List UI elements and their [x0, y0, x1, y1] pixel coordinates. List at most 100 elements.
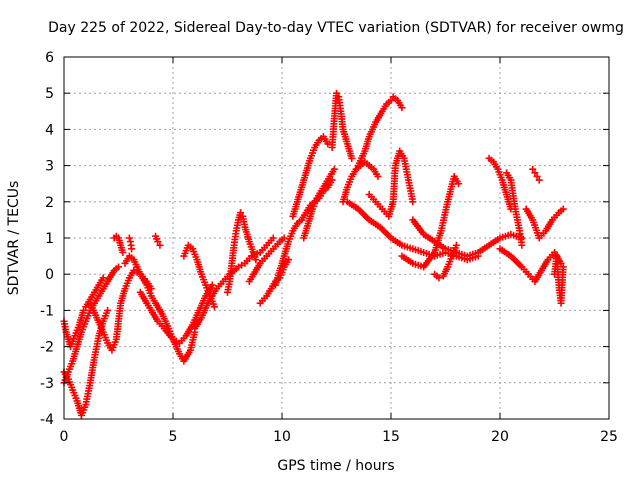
- data-point-run: [282, 258, 291, 269]
- y-tick-label: 2: [45, 195, 54, 211]
- data-point-run: [105, 269, 117, 283]
- data-point-run: [83, 298, 93, 308]
- y-tick-label: 5: [45, 86, 54, 102]
- data-point-run: [221, 273, 231, 283]
- data-point-run: [344, 175, 355, 189]
- data-point-run: [299, 211, 309, 221]
- data-point-run: [196, 294, 209, 312]
- data-point-run: [356, 207, 371, 222]
- data-point-run: [271, 240, 282, 250]
- data-point: [210, 303, 218, 311]
- series-trace-ac: [529, 165, 543, 184]
- data-point-run: [265, 236, 275, 247]
- data-point-run: [94, 316, 106, 334]
- data-point-run: [495, 168, 505, 181]
- data-point-run: [389, 235, 404, 248]
- data-point-run: [349, 168, 359, 178]
- data-point: [529, 165, 537, 173]
- data-marks: [60, 89, 567, 419]
- data-point-run: [190, 309, 202, 326]
- data-point-run: [323, 175, 333, 185]
- data-point: [387, 96, 395, 104]
- data-point-run: [310, 197, 320, 210]
- data-point-run: [144, 284, 154, 297]
- data-point: [115, 263, 122, 271]
- data-point-run: [476, 243, 491, 255]
- data-point: [285, 256, 293, 264]
- data-point-run: [61, 371, 71, 384]
- data-point-run: [159, 312, 172, 330]
- data-point-run: [79, 403, 89, 417]
- data-point-run: [243, 255, 253, 265]
- data-point-run: [115, 236, 124, 247]
- data-point: [119, 248, 127, 256]
- series-trace-d: [86, 267, 155, 354]
- data-point-run: [312, 139, 322, 149]
- data-point-run: [215, 280, 225, 290]
- chart-title: Day 225 of 2022, Sidereal Day-to-day VTE…: [48, 20, 624, 36]
- data-point-run: [92, 294, 101, 305]
- data-point-run: [138, 290, 150, 305]
- data-point-run: [247, 273, 256, 283]
- series-trace-ad: [522, 205, 567, 242]
- data-point-run: [520, 265, 530, 276]
- series-trace-p: [289, 133, 332, 220]
- data-point-run: [401, 242, 414, 252]
- data-point-run: [72, 324, 82, 337]
- y-tick-label: 3: [45, 159, 54, 175]
- data-point-run: [265, 247, 275, 258]
- data-point-run: [498, 246, 513, 259]
- series-trace-g: [125, 234, 136, 253]
- x-tick-label: 10: [273, 429, 291, 445]
- data-point: [80, 306, 88, 314]
- data-point-run: [395, 99, 404, 109]
- data-point-run: [178, 334, 188, 345]
- series-trace-aa: [503, 169, 526, 249]
- data-point: [452, 241, 460, 249]
- data-point-run: [546, 251, 556, 261]
- series-trace-q: [300, 165, 338, 242]
- y-axis-label: SDTVAR / TECUs: [6, 181, 22, 296]
- data-point: [518, 241, 526, 249]
- data-point-run: [205, 287, 219, 305]
- data-point-run: [246, 240, 259, 261]
- series-trace-z: [485, 154, 515, 213]
- data-point-run: [397, 150, 407, 160]
- series-trace-h: [152, 232, 164, 249]
- data-point-run: [346, 199, 360, 212]
- series-trace-w: [398, 172, 463, 271]
- data-point-run: [449, 244, 459, 257]
- data-point-run: [373, 109, 385, 124]
- data-point-run: [233, 219, 242, 232]
- data-point-run: [553, 255, 563, 286]
- data-point-run: [325, 178, 335, 189]
- data-point-run: [105, 341, 115, 352]
- data-point-run: [79, 320, 89, 333]
- data-point-run: [100, 331, 111, 344]
- series-trace-y: [431, 241, 460, 282]
- data-point: [348, 154, 356, 162]
- data-point-run: [422, 232, 436, 244]
- data-point: [455, 180, 463, 188]
- data-point-run: [455, 249, 469, 259]
- data-point-run: [504, 171, 513, 182]
- data-point: [398, 104, 406, 112]
- data-point-run: [101, 280, 110, 290]
- data-point-run: [466, 249, 479, 259]
- data-point-run: [487, 235, 502, 248]
- data-point-run: [321, 135, 330, 145]
- x-tick-label: 0: [60, 429, 69, 445]
- y-tick-label: 4: [45, 122, 54, 138]
- data-point: [280, 234, 288, 242]
- data-point-run: [68, 334, 78, 348]
- data-point-run: [327, 168, 337, 178]
- data-point-run: [290, 222, 300, 232]
- data-point-run: [374, 200, 384, 211]
- data-point-run: [491, 160, 500, 171]
- y-tick-label: -1: [40, 303, 54, 319]
- x-tick-label: 25: [600, 429, 618, 445]
- data-point: [324, 140, 332, 148]
- x-axis-label: GPS time / hours: [277, 458, 394, 474]
- series-trace-t: [354, 93, 406, 170]
- data-point: [104, 306, 112, 314]
